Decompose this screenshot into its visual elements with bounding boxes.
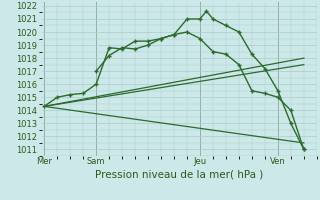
X-axis label: Pression niveau de la mer( hPa ): Pression niveau de la mer( hPa ) bbox=[95, 169, 263, 179]
